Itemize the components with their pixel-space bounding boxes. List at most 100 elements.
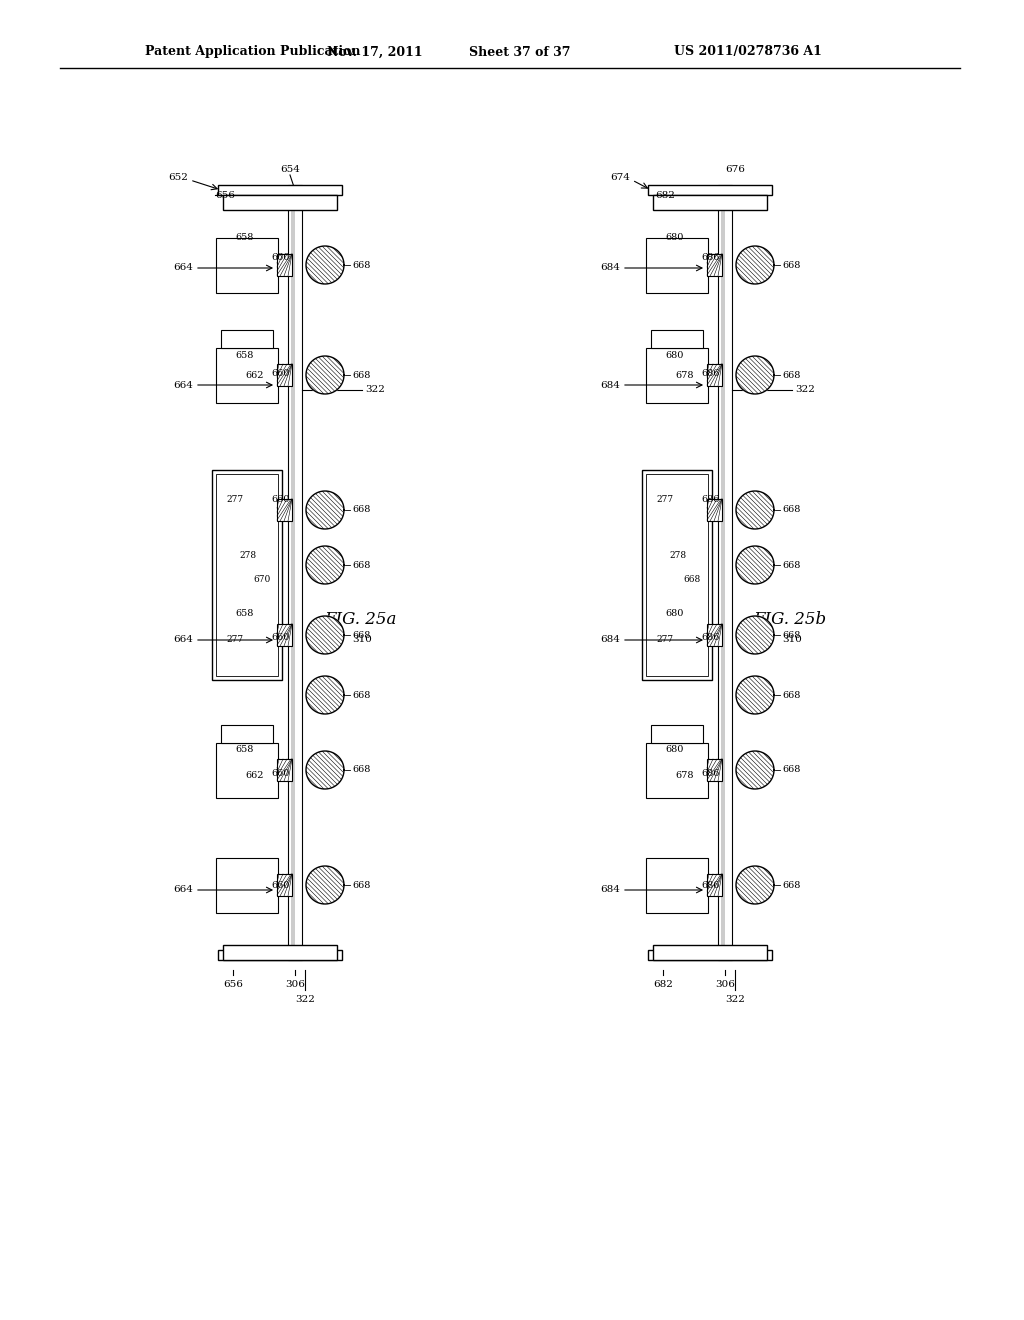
Text: 668: 668 bbox=[352, 506, 371, 515]
Bar bbox=[721, 185, 725, 960]
Text: 662: 662 bbox=[246, 371, 264, 380]
Bar bbox=[646, 474, 708, 676]
Text: 668: 668 bbox=[782, 506, 801, 515]
Text: US 2011/0278736 A1: US 2011/0278736 A1 bbox=[674, 45, 822, 58]
Text: 278: 278 bbox=[240, 550, 257, 560]
Bar bbox=[278, 759, 292, 781]
Text: 674: 674 bbox=[610, 173, 630, 182]
Bar bbox=[278, 874, 292, 896]
Text: 654: 654 bbox=[280, 165, 300, 174]
Bar bbox=[221, 725, 273, 742]
Text: 686: 686 bbox=[701, 768, 720, 777]
Polygon shape bbox=[306, 866, 344, 904]
Text: 322: 322 bbox=[725, 995, 744, 1005]
Text: 678: 678 bbox=[676, 771, 694, 780]
Text: 668: 668 bbox=[352, 371, 371, 380]
Bar bbox=[218, 185, 342, 195]
Text: 668: 668 bbox=[352, 690, 371, 700]
Polygon shape bbox=[736, 246, 774, 284]
Text: FIG. 25b: FIG. 25b bbox=[754, 611, 826, 628]
Text: 656: 656 bbox=[215, 190, 234, 199]
Text: 668: 668 bbox=[782, 690, 801, 700]
Bar bbox=[221, 330, 273, 347]
Text: 668: 668 bbox=[782, 260, 801, 269]
Bar bbox=[646, 742, 708, 797]
Text: 682: 682 bbox=[653, 979, 673, 989]
Text: 682: 682 bbox=[655, 190, 675, 199]
Text: 277: 277 bbox=[656, 635, 674, 644]
Bar bbox=[646, 238, 708, 293]
Bar bbox=[216, 742, 278, 797]
Text: 668: 668 bbox=[352, 766, 371, 775]
Bar bbox=[651, 725, 703, 742]
Text: 658: 658 bbox=[236, 232, 254, 242]
Text: 660: 660 bbox=[271, 253, 290, 263]
Text: 668: 668 bbox=[352, 631, 371, 639]
Text: Nov. 17, 2011: Nov. 17, 2011 bbox=[328, 45, 423, 58]
Text: 668: 668 bbox=[352, 561, 371, 569]
Text: 664: 664 bbox=[173, 635, 193, 644]
Bar bbox=[278, 624, 292, 645]
Text: 277: 277 bbox=[656, 495, 674, 504]
Text: 322: 322 bbox=[365, 385, 385, 395]
Bar bbox=[707, 624, 722, 645]
Text: 676: 676 bbox=[725, 165, 744, 174]
Polygon shape bbox=[306, 246, 344, 284]
Text: 684: 684 bbox=[600, 264, 620, 272]
Text: 660: 660 bbox=[271, 768, 290, 777]
Polygon shape bbox=[306, 676, 344, 714]
Text: 322: 322 bbox=[795, 385, 815, 395]
Text: 678: 678 bbox=[676, 371, 694, 380]
Polygon shape bbox=[736, 866, 774, 904]
Text: 684: 684 bbox=[600, 886, 620, 895]
Text: 680: 680 bbox=[666, 232, 684, 242]
Text: 277: 277 bbox=[226, 635, 244, 644]
Text: 278: 278 bbox=[670, 550, 686, 560]
Bar bbox=[646, 858, 708, 912]
Text: 306: 306 bbox=[285, 979, 305, 989]
Polygon shape bbox=[736, 491, 774, 529]
Bar bbox=[278, 364, 292, 385]
Polygon shape bbox=[306, 491, 344, 529]
Polygon shape bbox=[736, 546, 774, 583]
Text: 652: 652 bbox=[168, 173, 188, 182]
Text: 684: 684 bbox=[600, 635, 620, 644]
Text: 680: 680 bbox=[666, 351, 684, 359]
Text: 686: 686 bbox=[701, 368, 720, 378]
Text: 658: 658 bbox=[236, 610, 254, 619]
Text: 670: 670 bbox=[253, 576, 270, 585]
Text: 686: 686 bbox=[701, 634, 720, 643]
Bar bbox=[707, 874, 722, 896]
Text: 686: 686 bbox=[701, 495, 720, 504]
Text: FIG. 25a: FIG. 25a bbox=[324, 611, 396, 628]
Text: 310: 310 bbox=[352, 635, 372, 644]
Bar bbox=[646, 483, 708, 537]
Text: 668: 668 bbox=[782, 880, 801, 890]
Bar bbox=[291, 185, 295, 960]
Bar bbox=[707, 253, 722, 276]
Bar bbox=[648, 185, 772, 195]
Text: 660: 660 bbox=[271, 882, 290, 891]
Text: 664: 664 bbox=[173, 886, 193, 895]
Text: 658: 658 bbox=[236, 746, 254, 755]
Text: 668: 668 bbox=[782, 561, 801, 569]
Text: 668: 668 bbox=[352, 880, 371, 890]
Polygon shape bbox=[736, 676, 774, 714]
Text: 668: 668 bbox=[683, 576, 700, 585]
Text: 660: 660 bbox=[271, 495, 290, 504]
Text: 680: 680 bbox=[666, 610, 684, 619]
Text: 306: 306 bbox=[715, 979, 735, 989]
Text: 310: 310 bbox=[782, 635, 802, 644]
Bar bbox=[653, 945, 767, 960]
Text: Sheet 37 of 37: Sheet 37 of 37 bbox=[469, 45, 570, 58]
Bar bbox=[288, 185, 302, 960]
Text: 668: 668 bbox=[782, 766, 801, 775]
Bar bbox=[646, 347, 708, 403]
Polygon shape bbox=[736, 751, 774, 789]
Bar bbox=[651, 330, 703, 347]
Text: 664: 664 bbox=[173, 380, 193, 389]
Polygon shape bbox=[736, 616, 774, 653]
Text: 664: 664 bbox=[173, 264, 193, 272]
Text: 660: 660 bbox=[271, 634, 290, 643]
Polygon shape bbox=[306, 546, 344, 583]
